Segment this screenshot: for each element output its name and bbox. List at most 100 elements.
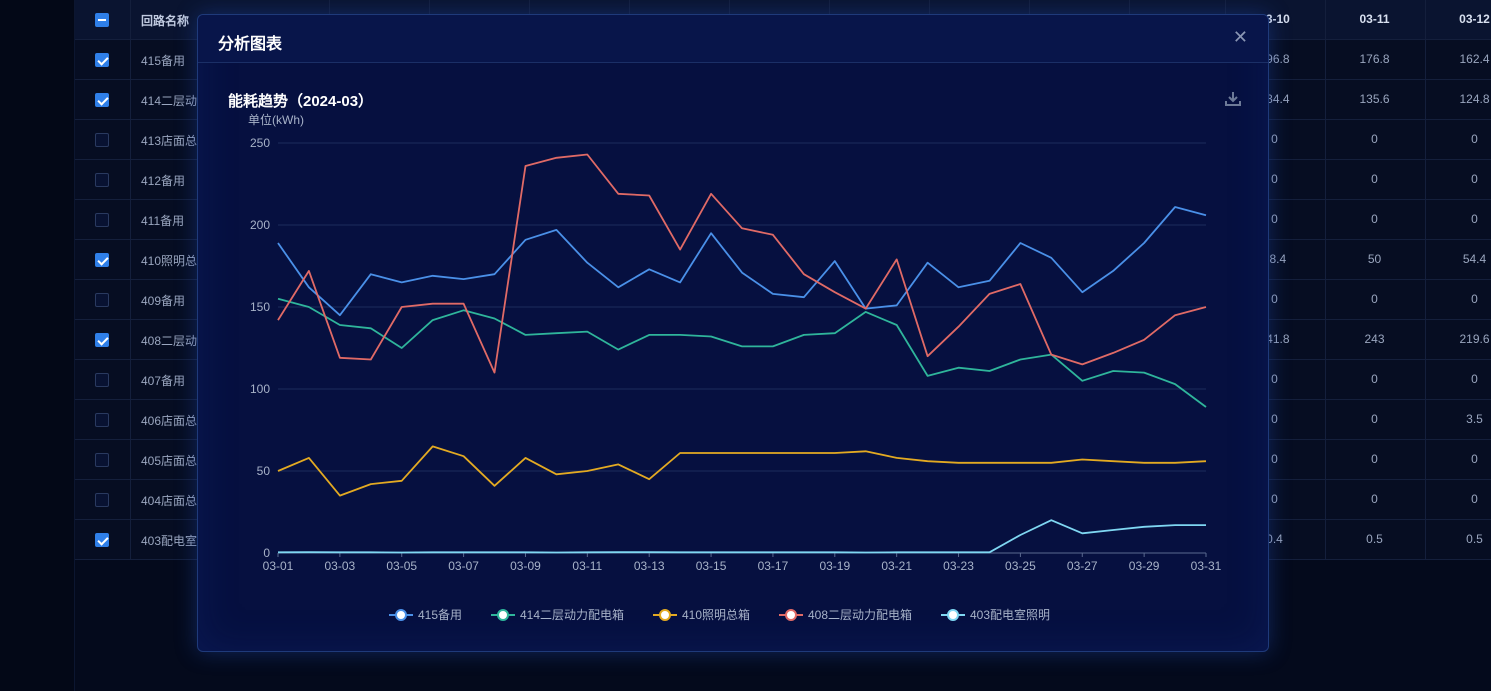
- row-value: 0: [1271, 212, 1278, 226]
- row-value: 3.5: [1466, 412, 1483, 426]
- row-value: 135.6: [1359, 92, 1390, 106]
- legend-label-1: 415备用: [418, 608, 462, 622]
- y-tick-label: 0: [263, 546, 270, 560]
- x-tick-label: 03-03: [325, 559, 356, 573]
- x-tick-label: 03-09: [510, 559, 541, 573]
- series-line-5: [277, 519, 1206, 554]
- x-tick-label: 03-23: [943, 559, 974, 573]
- row-checkbox[interactable]: [95, 373, 109, 387]
- row-checkbox[interactable]: [95, 133, 109, 147]
- analysis-chart-dialog: 分析图表 ✕ 能耗趋势（2024-03） 单位(kWh) 0 50 100 150 200…: [197, 14, 1269, 652]
- row-name: 403配电室: [141, 534, 198, 548]
- row-value: 0: [1471, 452, 1478, 466]
- x-tick-label: 03-13: [634, 559, 665, 573]
- row-name: 407备用: [141, 374, 186, 388]
- close-icon[interactable]: ✕: [1232, 27, 1248, 47]
- row-name: 413店面总: [141, 134, 198, 148]
- row-value: 0: [1271, 492, 1278, 506]
- row-checkbox[interactable]: [95, 453, 109, 467]
- row-value: 0: [1371, 292, 1378, 306]
- row-value: 0: [1271, 172, 1278, 186]
- y-tick-label: 200: [250, 218, 270, 232]
- row-value: 0: [1371, 492, 1378, 506]
- row-checkbox[interactable]: [95, 333, 109, 347]
- row-value: 0: [1271, 372, 1278, 386]
- row-value: 0.5: [1366, 532, 1383, 546]
- x-tick-label: 03-25: [1005, 559, 1036, 573]
- row-name: 408二层动: [141, 334, 198, 348]
- row-value: 0: [1471, 212, 1478, 226]
- legend-marker-3: [659, 609, 671, 621]
- row-value: 0: [1271, 412, 1278, 426]
- row-value: 0: [1471, 372, 1478, 386]
- row-value: 0: [1271, 132, 1278, 146]
- legend-label-4: 408二层动力配电箱: [808, 607, 912, 622]
- row-value: 0: [1271, 452, 1278, 466]
- x-tick-label: 03-29: [1129, 559, 1160, 573]
- row-value: 0: [1271, 292, 1278, 306]
- legend-label-2: 414二层动力配电箱: [520, 607, 624, 622]
- row-value: 0: [1371, 212, 1378, 226]
- row-name: 410照明总: [141, 254, 198, 268]
- row-value: 243: [1364, 332, 1385, 346]
- x-tick-label: 03-27: [1067, 559, 1098, 573]
- row-value: 219.6: [1459, 332, 1490, 346]
- row-checkbox[interactable]: [95, 173, 109, 187]
- y-tick-label: 100: [250, 382, 270, 396]
- x-tick-label: 03-05: [386, 559, 417, 573]
- table-column-divider: [130, 0, 131, 560]
- row-checkbox[interactable]: [95, 253, 109, 267]
- dialog-title: 分析图表: [218, 36, 283, 53]
- row-checkbox[interactable]: [95, 213, 109, 227]
- table-column-divider: [1425, 0, 1426, 560]
- select-all-checkbox[interactable]: [95, 13, 109, 27]
- x-tick-label: 03-31: [1191, 559, 1222, 573]
- row-checkbox[interactable]: [95, 413, 109, 427]
- row-checkbox[interactable]: [95, 293, 109, 307]
- row-value: 0.5: [1466, 532, 1483, 546]
- row-name: 414二层动: [141, 94, 198, 108]
- table-column-divider: [1325, 0, 1326, 560]
- y-tick-label: 150: [250, 300, 270, 314]
- row-value: 176.8: [1359, 52, 1390, 66]
- x-tick-label: 03-19: [819, 559, 850, 573]
- dialog-header: 分析图表 ✕: [198, 15, 1268, 63]
- y-tick-label: 250: [250, 136, 270, 150]
- row-name: 406店面总: [141, 414, 198, 428]
- row-checkbox[interactable]: [95, 93, 109, 107]
- row-name: 415备用: [141, 54, 186, 68]
- row-name: 404店面总: [141, 494, 198, 508]
- legend-marker-5: [947, 609, 959, 621]
- row-value: 0: [1471, 492, 1478, 506]
- download-icon[interactable]: [1223, 89, 1243, 109]
- series-line-2: [277, 297, 1207, 408]
- row-name: 412备用: [141, 174, 186, 188]
- row-checkbox[interactable]: [95, 53, 109, 67]
- row-value: 0: [1471, 132, 1478, 146]
- row-value: 0: [1471, 292, 1478, 306]
- x-tick-label: 03-01: [263, 559, 294, 573]
- series-line-3: [277, 445, 1207, 497]
- column-header-name: 回路名称: [141, 14, 190, 28]
- row-value: 0: [1371, 372, 1378, 386]
- x-tick-label: 03-15: [696, 559, 727, 573]
- row-name: 405店面总: [141, 454, 198, 468]
- x-tick-label: 03-17: [758, 559, 789, 573]
- legend-marker-4: [785, 609, 797, 621]
- legend-marker-1: [395, 609, 407, 621]
- series-line-1: [277, 206, 1207, 317]
- row-value: 0: [1371, 412, 1378, 426]
- legend-label-5: 403配电室照明: [970, 607, 1050, 622]
- row-value: 0.4: [1266, 532, 1283, 546]
- x-tick-label: 03-21: [881, 559, 912, 573]
- series-line-4: [277, 153, 1207, 374]
- row-value: 162.4: [1459, 52, 1490, 66]
- energy-trend-chart: 单位(kWh) 0 50 100 150 200 250 03-01 03-03 03-05 03-…: [248, 112, 1222, 622]
- y-axis-label: 单位(kWh): [248, 112, 304, 127]
- column-header-date: 03-12: [1459, 12, 1490, 26]
- row-checkbox[interactable]: [95, 493, 109, 507]
- row-value: 0: [1471, 172, 1478, 186]
- row-value: 0: [1371, 132, 1378, 146]
- x-tick-label: 03-07: [448, 559, 479, 573]
- row-checkbox[interactable]: [95, 533, 109, 547]
